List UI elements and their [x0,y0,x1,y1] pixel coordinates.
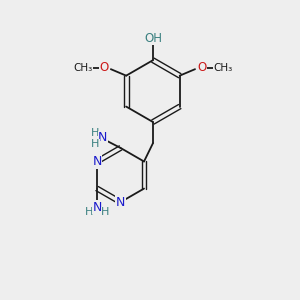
Text: N: N [92,155,102,168]
Text: OH: OH [144,32,162,45]
Text: H: H [91,128,99,138]
Text: H: H [91,140,99,149]
Text: O: O [100,61,109,74]
Text: N: N [92,201,102,214]
Text: H: H [101,207,110,217]
Text: CH₃: CH₃ [213,63,232,73]
Text: N: N [98,131,108,144]
Text: N: N [116,196,125,208]
Text: H: H [85,207,93,217]
Text: O: O [197,61,206,74]
Text: CH₃: CH₃ [74,63,93,73]
